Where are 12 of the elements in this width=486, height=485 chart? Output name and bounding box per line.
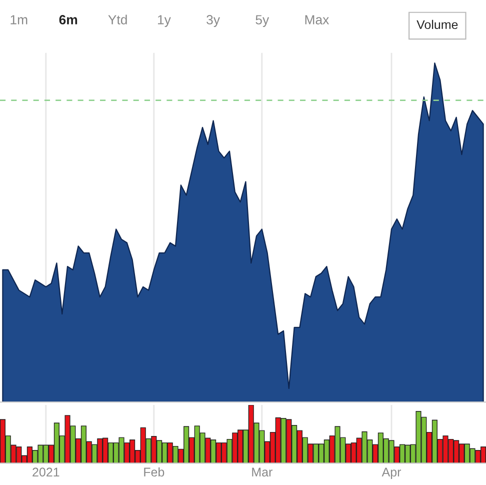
text: Max [305,15,330,24]
x-tick-label: Apr [382,468,402,479]
text: 6m [59,15,78,24]
text: 3y [206,15,220,28]
text: 1y [158,15,171,28]
text: 1m [10,15,28,24]
x-tick-label: 2021 [32,468,60,477]
x-tick-label: Mar [252,468,272,477]
x-tick-label: Feb [144,467,164,477]
text: Ytd [108,14,127,24]
text: 5y [256,15,270,28]
text: Volume [416,20,458,30]
